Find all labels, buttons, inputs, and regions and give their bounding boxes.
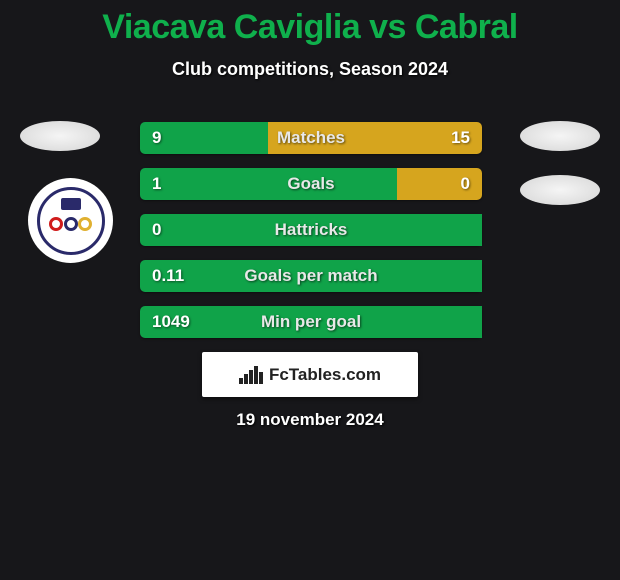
player-right-badge-placeholder-1 bbox=[520, 121, 600, 151]
stat-bar-left: 1 bbox=[140, 168, 397, 200]
stat-row: 0.11Goals per match bbox=[140, 260, 482, 292]
stat-bar-left: 9 bbox=[140, 122, 268, 154]
date-stamp: 19 november 2024 bbox=[0, 410, 620, 430]
stat-value-left: 0 bbox=[140, 220, 161, 240]
brand-text: FcTables.com bbox=[269, 365, 381, 385]
club-ring-icon bbox=[64, 217, 78, 231]
stat-value-right: 0 bbox=[461, 174, 482, 194]
brand-box: FcTables.com bbox=[202, 352, 418, 397]
page-title: Viacava Caviglia vs Cabral bbox=[0, 0, 620, 47]
club-ring-icon bbox=[49, 217, 63, 231]
club-badge bbox=[28, 178, 113, 263]
stat-bar-left: 0.11 bbox=[140, 260, 482, 292]
stat-value-right: 15 bbox=[451, 128, 482, 148]
stat-value-left: 1049 bbox=[140, 312, 190, 332]
club-badge-inner bbox=[37, 187, 105, 255]
stat-value-left: 1 bbox=[140, 174, 161, 194]
stat-row: 10Goals bbox=[140, 168, 482, 200]
stat-value-left: 9 bbox=[140, 128, 161, 148]
comparison-infographic: Viacava Caviglia vs Cabral Club competit… bbox=[0, 0, 620, 580]
stat-row: 0Hattricks bbox=[140, 214, 482, 246]
page-subtitle: Club competitions, Season 2024 bbox=[0, 59, 620, 80]
stat-bar-left: 0 bbox=[140, 214, 482, 246]
stat-bar-right: 15 bbox=[268, 122, 482, 154]
stat-rows: 915Matches10Goals0Hattricks0.11Goals per… bbox=[140, 122, 482, 352]
bar-chart-icon bbox=[239, 366, 263, 384]
stat-bar-right: 0 bbox=[397, 168, 483, 200]
player-right-badge-placeholder-2 bbox=[520, 175, 600, 205]
stat-bar-left: 1049 bbox=[140, 306, 482, 338]
stat-row: 1049Min per goal bbox=[140, 306, 482, 338]
stat-row: 915Matches bbox=[140, 122, 482, 154]
player-left-badge-placeholder bbox=[20, 121, 100, 151]
club-ring-icon bbox=[78, 217, 92, 231]
stat-value-left: 0.11 bbox=[140, 266, 184, 286]
